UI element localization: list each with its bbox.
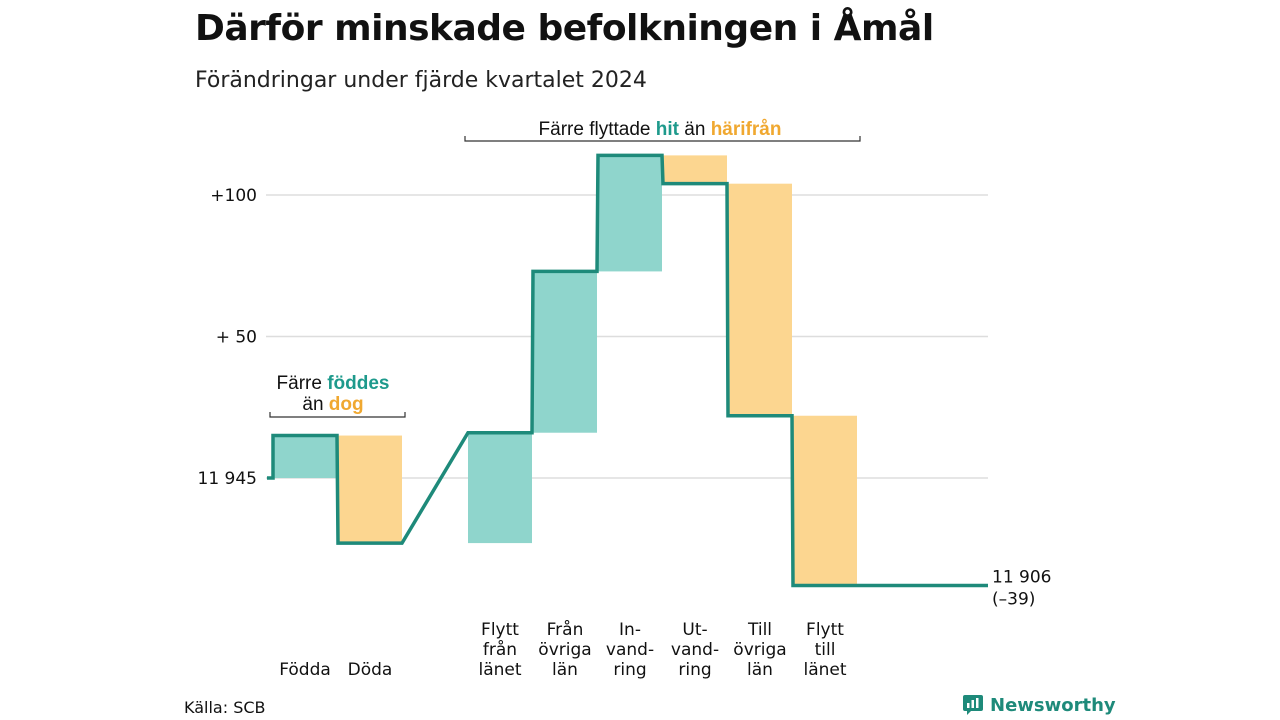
category-label-line: övriga <box>733 640 786 660</box>
chart-title: Därför minskade befolkningen i Åmål <box>195 8 934 49</box>
end-change-label: (–39) <box>992 590 1035 610</box>
annotation-bracket <box>269 412 406 418</box>
end-labels: 11 906(–39) <box>992 568 1051 610</box>
y-tick-label: + 50 <box>216 328 257 348</box>
waterfall-bar <box>338 435 402 544</box>
category-label-line: länet <box>478 660 521 680</box>
waterfall-bar <box>728 183 792 416</box>
waterfall-bar <box>533 271 597 433</box>
cumulative-step-line <box>267 153 988 588</box>
category-label: Till övriga län <box>733 620 786 680</box>
waterfall-bar <box>663 155 727 184</box>
annotation-migration: Färre flyttade hit än härifrån <box>539 119 782 140</box>
category-label-line: Till <box>747 620 772 640</box>
category-label-line: län <box>747 660 773 680</box>
y-tick-label: 11 945 <box>198 469 257 489</box>
category-label: Från övriga län <box>538 619 591 680</box>
category-label-line: vand- <box>606 640 654 660</box>
annotation-births-line1: Färre föddes <box>277 373 390 394</box>
category-label: Flytt från länet <box>478 620 521 680</box>
step-line <box>267 153 988 588</box>
category-label-line: Ut- <box>682 620 707 640</box>
category-label: In-vand-ring <box>606 620 654 680</box>
category-label-line: ring <box>678 660 711 680</box>
category-label-line: Från <box>547 619 584 640</box>
category-label-line: Flytt <box>481 620 519 640</box>
brand-name: Newsworthy <box>990 694 1116 716</box>
category-label-line: övriga <box>538 640 591 660</box>
bars <box>273 155 857 586</box>
end-value-label: 11 906 <box>992 568 1051 588</box>
category-label: Flytt till länet <box>803 620 846 680</box>
source-note: Källa: SCB <box>184 698 266 717</box>
category-label-line: ring <box>613 660 646 680</box>
category-label-line: från <box>483 639 517 660</box>
category-label: Födda <box>279 660 331 680</box>
waterfall-bar <box>468 432 532 544</box>
category-label-line: Födda <box>279 660 331 680</box>
waterfall-bar <box>273 435 337 478</box>
chart-subtitle: Förändringar under fjärde kvartalet 2024 <box>195 68 647 93</box>
y-tick-label: +100 <box>210 186 257 206</box>
brand: Newsworthy <box>962 694 1116 716</box>
category-label-line: län <box>552 660 578 680</box>
category-label: Döda <box>348 660 393 680</box>
category-label-line: Döda <box>348 660 393 680</box>
category-label-line: till <box>815 640 836 660</box>
category-label-line: Flytt <box>806 620 844 640</box>
category-label-line: In- <box>619 620 641 640</box>
category-label-line: länet <box>803 660 846 680</box>
category-label: Ut-vand-ring <box>671 620 719 680</box>
newsworthy-logo-icon <box>963 695 983 715</box>
waterfall-bar <box>793 415 857 586</box>
annotation-births-line2: än dog <box>302 394 363 415</box>
category-label-line: vand- <box>671 640 719 660</box>
annotation-bracket <box>464 136 861 142</box>
waterfall-bar <box>598 155 662 272</box>
y-tick-labels: 11 945 + 50 +100 <box>198 186 257 489</box>
